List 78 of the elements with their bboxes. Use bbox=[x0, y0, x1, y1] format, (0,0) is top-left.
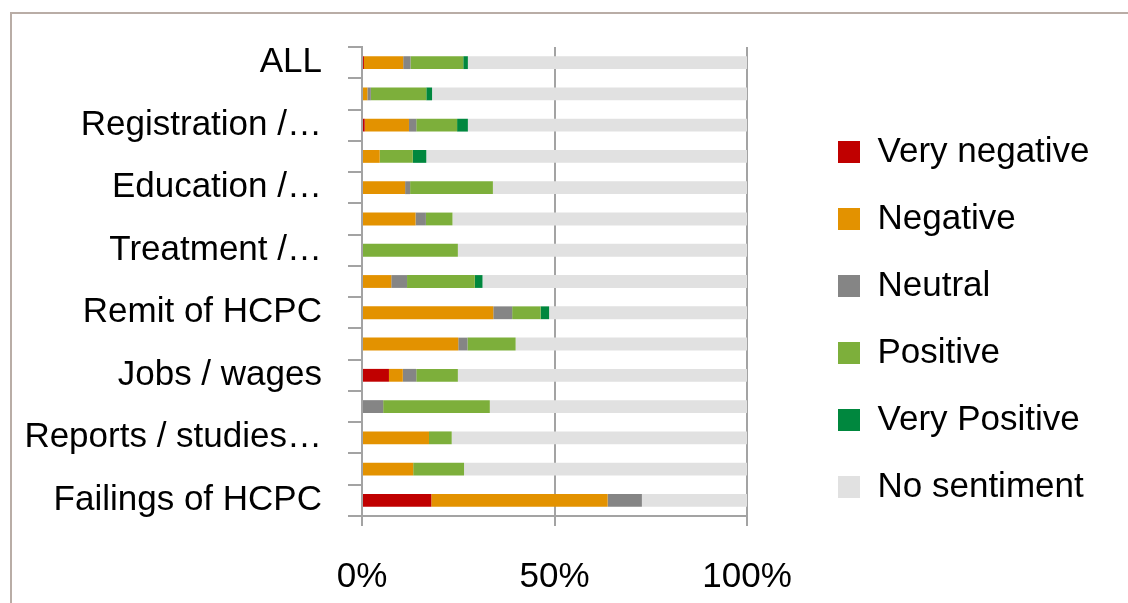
bar bbox=[363, 87, 368, 101]
bar bbox=[415, 212, 426, 226]
bar bbox=[512, 306, 541, 320]
y-tick-label: Education /… bbox=[111, 165, 322, 205]
x-tick-label: 50% bbox=[519, 554, 590, 594]
y-tick-label: Registration /… bbox=[80, 102, 322, 142]
bar bbox=[363, 462, 414, 476]
y-tick-label: Failings of HCPC bbox=[53, 478, 322, 518]
bar bbox=[388, 368, 403, 382]
bar bbox=[410, 56, 464, 70]
bar bbox=[493, 306, 513, 320]
bar bbox=[426, 150, 747, 163]
bar bbox=[451, 431, 747, 445]
bar bbox=[416, 118, 458, 132]
bar bbox=[402, 368, 417, 382]
bar bbox=[408, 118, 417, 132]
legend-label: No sentiment bbox=[877, 464, 1084, 504]
bar bbox=[403, 56, 411, 70]
bar bbox=[379, 150, 413, 163]
bar bbox=[413, 462, 465, 476]
bar bbox=[458, 337, 468, 351]
bar bbox=[457, 118, 468, 132]
y-tick-label: Remit of HCPC bbox=[82, 290, 322, 330]
bar bbox=[474, 275, 483, 288]
bar bbox=[467, 118, 747, 132]
bar bbox=[452, 212, 747, 226]
y-tick-label: Treatment /… bbox=[109, 227, 322, 267]
x-tick-label: 100% bbox=[702, 554, 792, 594]
bar bbox=[463, 56, 468, 70]
bar bbox=[464, 462, 747, 476]
bar bbox=[363, 493, 432, 507]
y-tick-label: Reports / studies… bbox=[24, 415, 322, 455]
legend-label: Very negative bbox=[877, 129, 1090, 169]
legend-label: Negative bbox=[877, 196, 1016, 236]
bar bbox=[467, 337, 516, 351]
bar bbox=[363, 243, 458, 257]
y-tick-label: Jobs / wages bbox=[117, 352, 322, 392]
bar bbox=[607, 493, 642, 507]
bar bbox=[363, 212, 416, 226]
y-tick-label: ALL bbox=[259, 40, 322, 80]
bar bbox=[425, 212, 453, 226]
bar bbox=[549, 306, 747, 320]
bar bbox=[489, 400, 747, 413]
bar bbox=[364, 118, 409, 132]
bar bbox=[370, 87, 427, 101]
bar bbox=[540, 306, 550, 320]
bar bbox=[383, 400, 490, 413]
bar bbox=[363, 275, 392, 288]
bar bbox=[426, 87, 433, 101]
bar bbox=[457, 243, 747, 257]
bar bbox=[391, 275, 408, 288]
bar bbox=[367, 87, 371, 101]
legend-label: Positive bbox=[877, 330, 1001, 370]
legend-label: Very Positive bbox=[877, 397, 1080, 437]
bar bbox=[416, 368, 458, 382]
bar bbox=[432, 87, 747, 101]
legend-label: Neutral bbox=[877, 263, 991, 303]
bar bbox=[363, 400, 384, 413]
bar bbox=[641, 493, 747, 507]
bar bbox=[405, 181, 411, 195]
bar bbox=[363, 56, 404, 70]
bar bbox=[363, 431, 429, 445]
bar bbox=[467, 56, 747, 70]
bar bbox=[412, 150, 427, 163]
bar bbox=[363, 368, 389, 382]
x-tick-label: 0% bbox=[336, 554, 388, 594]
bar bbox=[492, 181, 747, 195]
bar bbox=[482, 275, 747, 288]
bar bbox=[363, 337, 459, 351]
bar bbox=[515, 337, 747, 351]
bar bbox=[363, 150, 380, 163]
bar bbox=[410, 181, 493, 195]
bar bbox=[431, 493, 608, 507]
bar bbox=[363, 306, 494, 320]
bar bbox=[363, 181, 406, 195]
bar bbox=[457, 368, 747, 382]
bar bbox=[407, 275, 475, 288]
bar bbox=[428, 431, 452, 445]
